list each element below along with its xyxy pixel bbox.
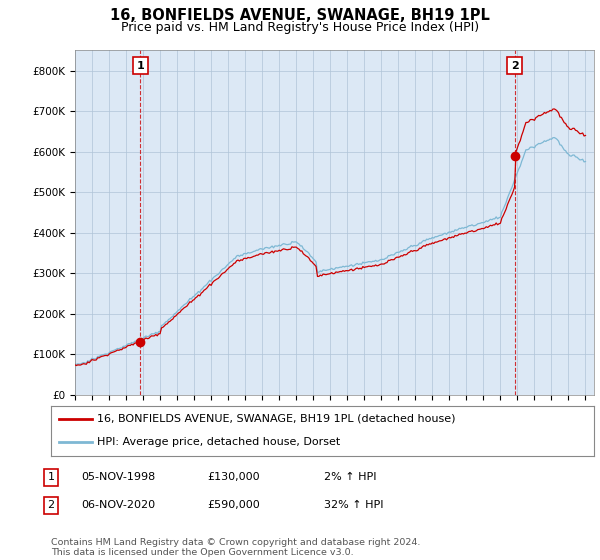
- Text: 1: 1: [47, 472, 55, 482]
- Text: 1: 1: [136, 60, 144, 71]
- Text: 06-NOV-2020: 06-NOV-2020: [81, 500, 155, 510]
- Text: HPI: Average price, detached house, Dorset: HPI: Average price, detached house, Dors…: [97, 437, 340, 447]
- Text: 2: 2: [511, 60, 518, 71]
- Text: 16, BONFIELDS AVENUE, SWANAGE, BH19 1PL (detached house): 16, BONFIELDS AVENUE, SWANAGE, BH19 1PL …: [97, 414, 455, 423]
- Text: 2: 2: [47, 500, 55, 510]
- Text: 16, BONFIELDS AVENUE, SWANAGE, BH19 1PL: 16, BONFIELDS AVENUE, SWANAGE, BH19 1PL: [110, 8, 490, 24]
- Text: 32% ↑ HPI: 32% ↑ HPI: [324, 500, 383, 510]
- Text: Contains HM Land Registry data © Crown copyright and database right 2024.
This d: Contains HM Land Registry data © Crown c…: [51, 538, 421, 557]
- Text: 2% ↑ HPI: 2% ↑ HPI: [324, 472, 377, 482]
- Text: £130,000: £130,000: [207, 472, 260, 482]
- Text: £590,000: £590,000: [207, 500, 260, 510]
- Text: 05-NOV-1998: 05-NOV-1998: [81, 472, 155, 482]
- Text: Price paid vs. HM Land Registry's House Price Index (HPI): Price paid vs. HM Land Registry's House …: [121, 21, 479, 34]
